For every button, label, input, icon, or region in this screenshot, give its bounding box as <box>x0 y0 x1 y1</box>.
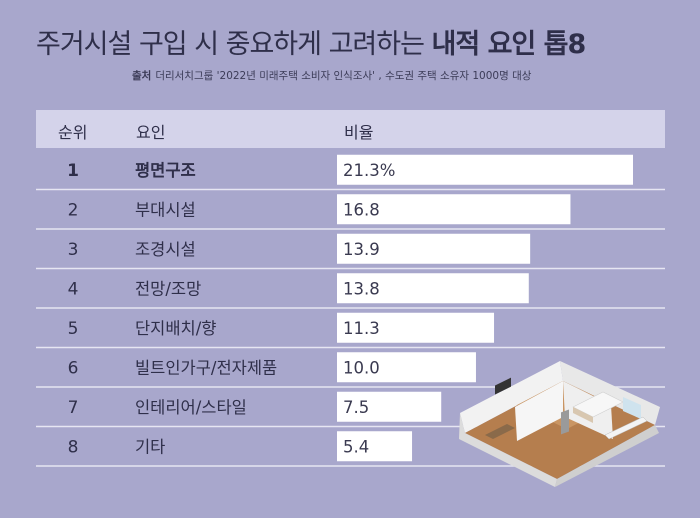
category-label: 단지배치/향 <box>135 319 216 338</box>
header-rank: 순위 <box>58 123 88 142</box>
chart-title-normal: 주거시설 구입 시 중요하게 고려하는 <box>36 29 432 60</box>
value-label: 11.3 <box>343 319 380 338</box>
rank-label: 8 <box>68 437 79 457</box>
rank-label: 1 <box>67 161 79 181</box>
chart-title-bold: 내적 요인 톱8 <box>431 29 587 60</box>
rank-label: 6 <box>68 358 79 378</box>
header-factor: 요인 <box>136 123 166 142</box>
value-label: 21.3% <box>343 161 395 180</box>
bar <box>337 312 495 343</box>
source-text: 더리서치그룹 '2022년 미래주택 소비자 인식조사' , 수도권 주택 소유… <box>155 70 532 82</box>
rank-label: 7 <box>68 398 79 418</box>
bar <box>337 273 529 304</box>
bar <box>337 352 476 383</box>
value-label: 10.0 <box>343 358 380 377</box>
category-label: 평면구조 <box>135 161 196 180</box>
category-label: 조경시설 <box>135 240 196 259</box>
category-label: 기타 <box>135 437 165 456</box>
category-label: 전망/조망 <box>135 279 201 298</box>
category-label: 빌트인가구/전자제품 <box>135 358 277 377</box>
source-label: 출처 <box>132 70 152 82</box>
rank-label: 2 <box>68 200 79 220</box>
category-label: 부대시설 <box>135 200 196 219</box>
category-label: 인테리어/스타일 <box>135 398 247 417</box>
header-ratio: 비율 <box>344 123 374 142</box>
bar <box>337 233 531 264</box>
rank-label: 3 <box>68 240 79 260</box>
value-label: 16.8 <box>343 200 380 219</box>
table-header: 순위 요인 비율 <box>36 110 665 148</box>
value-label: 13.9 <box>343 240 380 259</box>
value-label: 13.8 <box>343 279 380 298</box>
rank-label: 5 <box>68 319 79 339</box>
bar <box>337 431 413 462</box>
chart-title: 주거시설 구입 시 중요하게 고려하는 내적 요인 톱8 <box>36 22 587 61</box>
apartment-floorplan-illustration <box>459 361 660 487</box>
value-label: 7.5 <box>343 398 369 417</box>
source-note: 출처 더리서치그룹 '2022년 미래주택 소비자 인식조사' , 수도권 주택 … <box>132 68 531 83</box>
rank-label: 4 <box>68 279 79 299</box>
value-label: 5.4 <box>343 437 369 456</box>
bar <box>337 154 633 185</box>
bar <box>337 391 442 422</box>
bar <box>337 194 571 225</box>
